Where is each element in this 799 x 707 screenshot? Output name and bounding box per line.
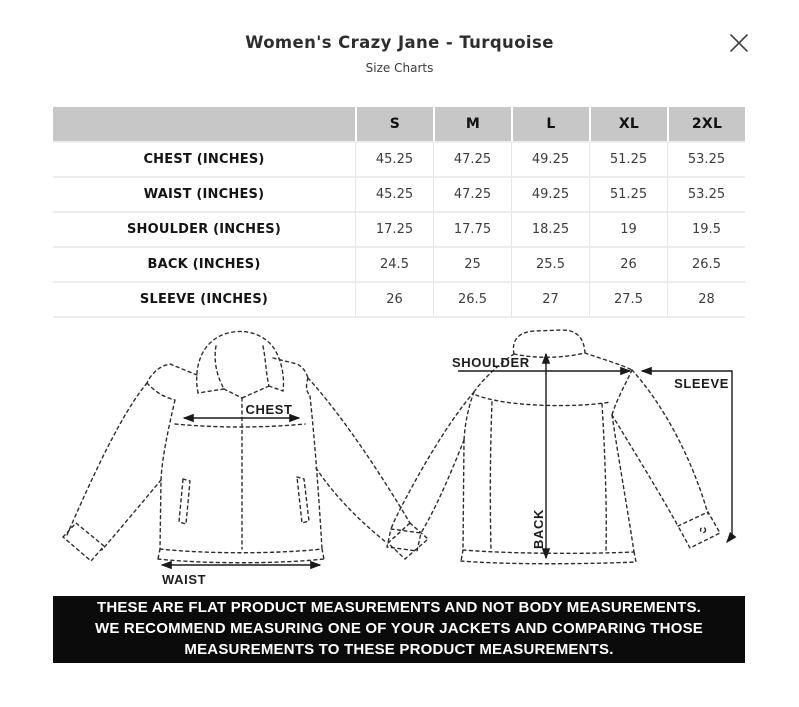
measurements-note-banner: THESE ARE FLAT PRODUCT MEASUREMENTS AND …	[53, 596, 745, 663]
cell: 53.25	[667, 176, 745, 211]
cell: 26.5	[667, 246, 745, 281]
cell: 45.25	[355, 141, 433, 176]
cell: 24.5	[355, 246, 433, 281]
close-icon	[730, 34, 748, 52]
jacket-measurement-diagram: CHEST WAIST SHOULDER SLEEVE BACK	[61, 329, 737, 587]
cell: 51.25	[589, 176, 667, 211]
cell: 26.5	[433, 281, 511, 318]
cell: 53.25	[667, 141, 745, 176]
shoulder-label: SHOULDER	[452, 355, 530, 370]
cell: 17.75	[433, 211, 511, 246]
cell: 27.5	[589, 281, 667, 318]
cell: 26	[589, 246, 667, 281]
table-row: CHEST (INCHES) 45.25 47.25 49.25 51.25 5…	[53, 141, 745, 176]
size-chart-table: S M L XL 2XL CHEST (INCHES) 45.25 47.25 …	[53, 107, 745, 318]
cell: 26	[355, 281, 433, 318]
cell: 27	[511, 281, 589, 318]
row-label: SLEEVE (INCHES)	[53, 281, 355, 318]
cell: 49.25	[511, 176, 589, 211]
row-label: WAIST (INCHES)	[53, 176, 355, 211]
cell: 47.25	[433, 176, 511, 211]
cell: 19.5	[667, 211, 745, 246]
column-header-empty	[53, 107, 355, 141]
cell: 49.25	[511, 141, 589, 176]
cell: 47.25	[433, 141, 511, 176]
table-row: BACK (INCHES) 24.5 25 25.5 26 26.5	[53, 246, 745, 281]
jacket-back-diagram	[386, 329, 721, 565]
table-row: SLEEVE (INCHES) 26 26.5 27 27.5 28	[53, 281, 745, 318]
cell: 17.25	[355, 211, 433, 246]
close-button[interactable]	[726, 30, 752, 56]
cell: 28	[667, 281, 745, 318]
cell: 51.25	[589, 141, 667, 176]
cell: 45.25	[355, 176, 433, 211]
cell: 25	[433, 246, 511, 281]
table-header-row: S M L XL 2XL	[53, 107, 745, 141]
sleeve-arrow	[640, 366, 737, 544]
column-header-s: S	[355, 107, 433, 141]
cell: 18.25	[511, 211, 589, 246]
measurements-note-text: THESE ARE FLAT PRODUCT MEASUREMENTS AND …	[95, 599, 703, 658]
waist-label: WAIST	[162, 572, 206, 587]
row-label: SHOULDER (INCHES)	[53, 211, 355, 246]
column-header-xl: XL	[589, 107, 667, 141]
page-subtitle: Size Charts	[365, 61, 434, 75]
sleeve-label: SLEEVE	[674, 376, 729, 391]
table-row: WAIST (INCHES) 45.25 47.25 49.25 51.25 5…	[53, 176, 745, 211]
row-label: BACK (INCHES)	[53, 246, 355, 281]
page-title: Women's Crazy Jane - Turquoise	[245, 33, 554, 52]
row-label: CHEST (INCHES)	[53, 141, 355, 176]
cell: 19	[589, 211, 667, 246]
back-label: BACK	[531, 509, 546, 549]
jacket-front-diagram	[61, 330, 430, 564]
cell: 25.5	[511, 246, 589, 281]
column-header-m: M	[433, 107, 511, 141]
column-header-l: L	[511, 107, 589, 141]
chest-label: CHEST	[245, 402, 292, 417]
table-row: SHOULDER (INCHES) 17.25 17.75 18.25 19 1…	[53, 211, 745, 246]
column-header-2xl: 2XL	[667, 107, 745, 141]
